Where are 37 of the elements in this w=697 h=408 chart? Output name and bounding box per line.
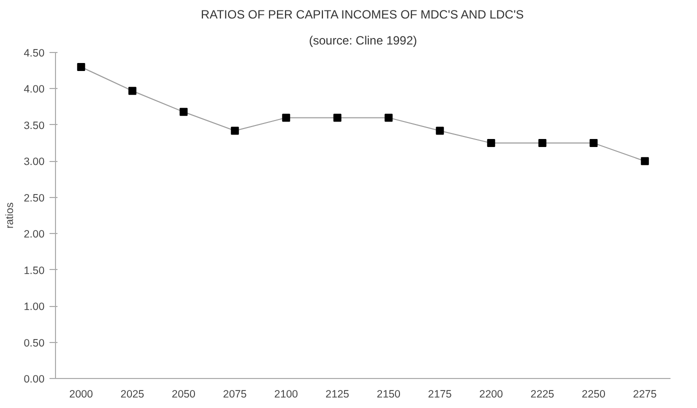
y-tick-label: 0.50 (24, 337, 45, 350)
y-tick-label: 4.50 (24, 48, 45, 60)
point (487, 139, 496, 148)
point (333, 114, 342, 122)
x-tick-label: 2150 (376, 388, 401, 400)
y-tick-label: 3.50 (24, 120, 45, 132)
x-tick-label: 2025 (120, 388, 144, 400)
point (282, 114, 290, 122)
point (384, 114, 393, 122)
x-tick-label: 2050 (172, 388, 196, 400)
x-tick-label: 2175 (428, 388, 452, 400)
point (640, 157, 649, 166)
y-tick-label: 4.00 (24, 84, 45, 96)
y-tick-label: 1.50 (24, 264, 45, 277)
y-tick-label: 3.00 (24, 156, 45, 168)
x-tick-label: 2000 (69, 388, 94, 400)
point (128, 86, 136, 95)
point (230, 126, 239, 135)
x-tick-label: 2125 (326, 388, 350, 400)
y-tick-label: 2.50 (24, 192, 45, 204)
point (436, 126, 444, 135)
point (590, 139, 598, 148)
y-tick-label: 0.00 (24, 374, 45, 386)
x-tick-label: 2200 (479, 388, 504, 400)
x-tick-label: 2225 (530, 388, 554, 400)
y-axis-title: ratios (4, 202, 16, 229)
chart-subtitle: (source: Cline 1992) (308, 34, 418, 48)
chart-title: RATIOS OF PER CAPITA INCOMES OF MDC'S AND LDC'S (200, 8, 524, 22)
x-tick-label: 2075 (223, 388, 247, 400)
point (538, 139, 546, 148)
x-tick-label: 2250 (582, 388, 606, 400)
y-tick-label: 1.00 (24, 301, 45, 314)
x-tick-label: 2275 (633, 388, 657, 400)
point (180, 108, 188, 116)
y-tick-label: 2.00 (24, 228, 45, 241)
x-tick-label: 2100 (274, 388, 298, 400)
point (77, 62, 86, 71)
